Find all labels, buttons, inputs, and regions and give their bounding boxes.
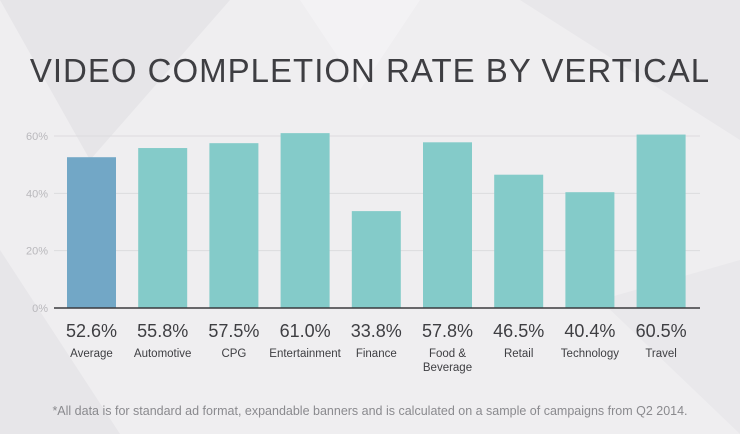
category-label: Automotive [134, 348, 192, 360]
bar [138, 148, 188, 308]
category-label: Entertainment [269, 348, 341, 360]
bar [280, 133, 330, 308]
y-tick-label: 20% [26, 246, 48, 258]
category-label: Travel [645, 348, 677, 360]
category-label: Average [70, 348, 113, 360]
bar [423, 142, 472, 308]
y-tick-label: 60% [26, 131, 48, 143]
y-tick-label: 0% [32, 303, 48, 315]
category-label: Finance [356, 348, 397, 360]
bar [494, 174, 544, 308]
value-label: 55.8% [137, 321, 188, 341]
bar [209, 143, 259, 308]
category-label: CPG [221, 348, 246, 360]
bar [565, 192, 615, 308]
bar [351, 211, 401, 308]
bar [636, 134, 686, 308]
category-label: Food & [429, 348, 466, 360]
value-label: 60.5% [636, 321, 687, 341]
category-label: Beverage [423, 362, 472, 374]
category-label: Retail [504, 348, 533, 360]
category-label: Technology [561, 348, 619, 360]
bar [67, 157, 116, 308]
y-tick-label: 40% [26, 188, 48, 200]
value-label: 40.4% [564, 321, 615, 341]
footnote: *All data is for standard ad format, exp… [52, 404, 688, 418]
value-label: 33.8% [351, 321, 402, 341]
value-label: 61.0% [280, 321, 331, 341]
value-label: 46.5% [493, 321, 544, 341]
chart-title: VIDEO COMPLETION RATE BY VERTICAL [29, 52, 711, 89]
bar-chart: 0% 20% 40% 60% 52.6% Average 55.8% Automotive 57… [26, 131, 700, 374]
value-label: 57.8% [422, 321, 473, 341]
value-label: 52.6% [66, 321, 117, 341]
value-label: 57.5% [208, 321, 259, 341]
